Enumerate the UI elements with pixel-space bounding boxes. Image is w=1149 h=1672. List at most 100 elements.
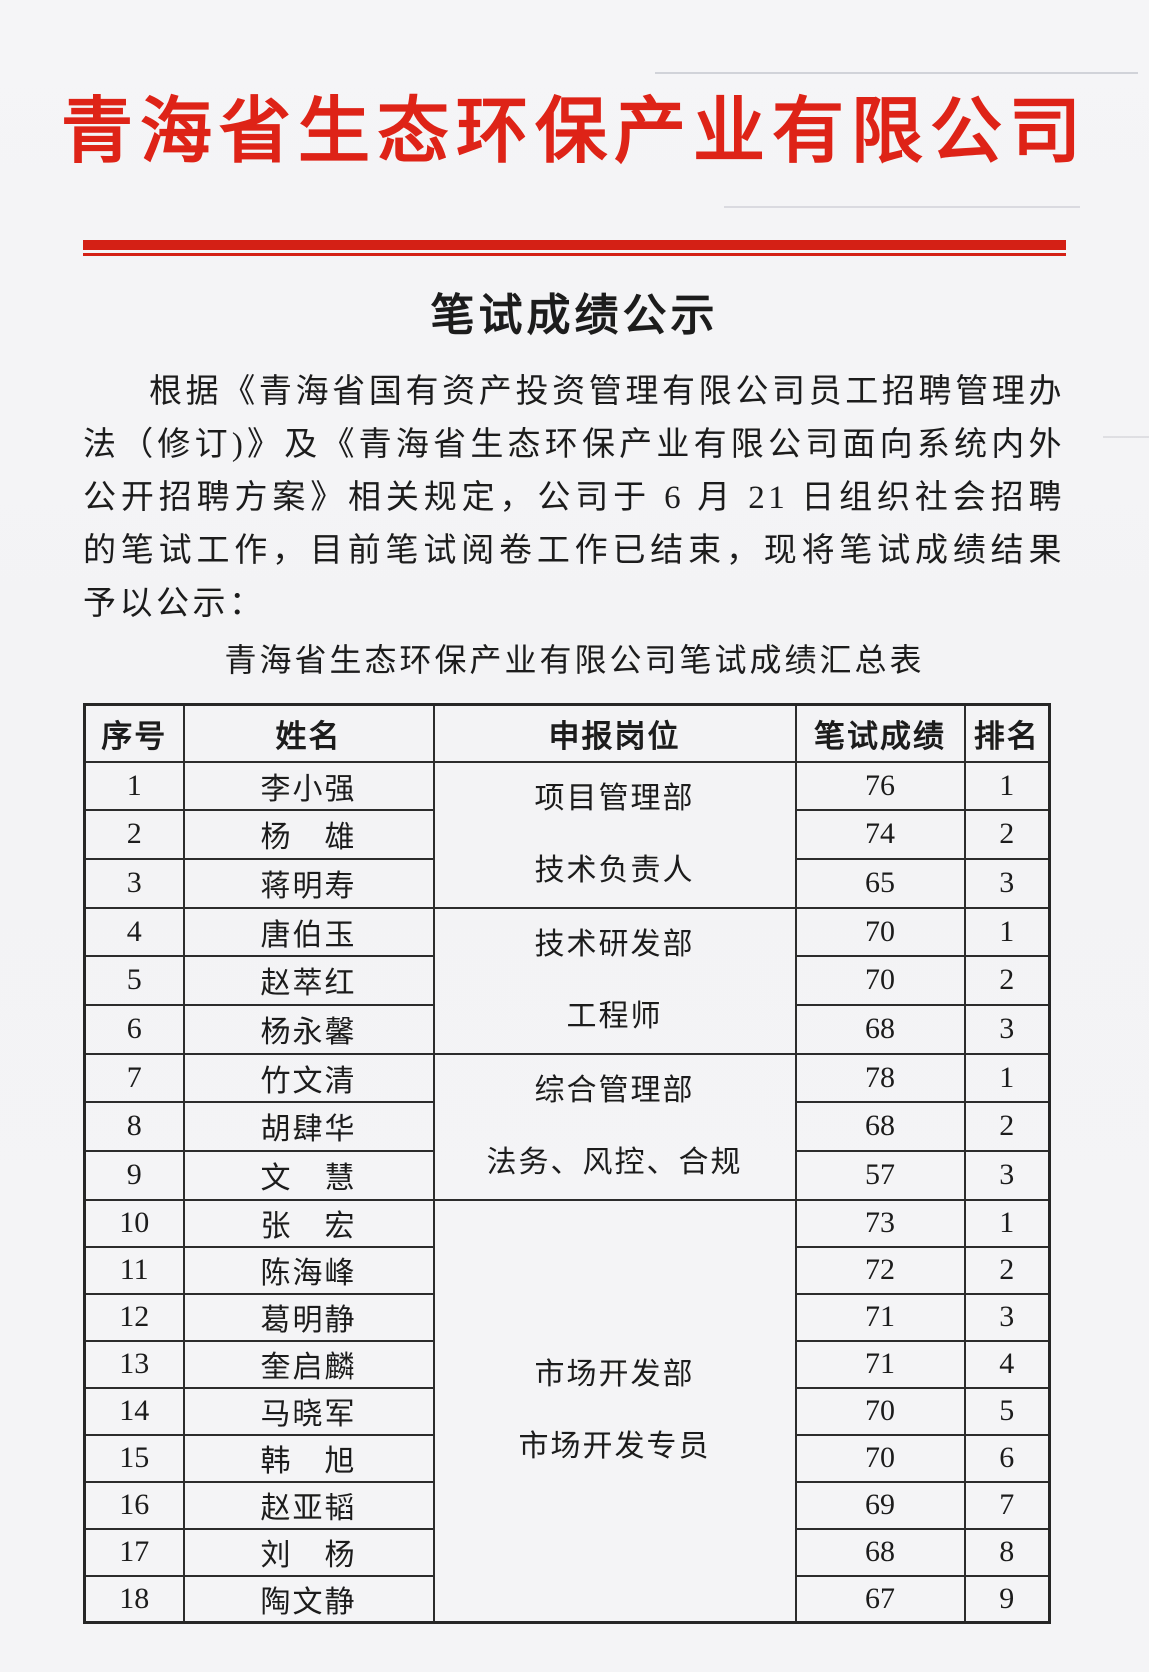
table-row: 9 文 慧 57 3 xyxy=(83,1149,1051,1201)
cell-no: 9 xyxy=(83,1149,185,1201)
document-title: 笔试成绩公示 xyxy=(430,291,719,340)
position-cell: 综合管理部 法务、风控、合规 xyxy=(432,1052,797,1201)
cell-no: 15 xyxy=(83,1433,185,1483)
cell-score: 74 xyxy=(794,809,966,860)
table-row: 5 赵萃红 70 2 xyxy=(83,955,1051,1006)
cell-no: 1 xyxy=(83,760,185,812)
cell-rank: 9 xyxy=(963,1574,1051,1624)
cell-name: 唐伯玉 xyxy=(182,906,435,958)
score-table: 序号 姓名 申报岗位 笔试成绩 排名 1 李小强 项目管理部 技术负责人 76 … xyxy=(83,703,1051,1624)
cell-score: 65 xyxy=(794,857,966,909)
cell-score: 78 xyxy=(794,1052,966,1104)
cell-score: 69 xyxy=(794,1480,966,1530)
cell-no: 2 xyxy=(83,809,185,860)
header-name: 姓名 xyxy=(182,703,435,763)
table-row: 18 陶文静 67 9 xyxy=(83,1574,1051,1624)
cell-score: 76 xyxy=(794,760,966,812)
cell-score: 72 xyxy=(794,1245,966,1295)
table-row: 15 韩 旭 70 6 xyxy=(83,1433,1051,1483)
cell-rank: 7 xyxy=(963,1480,1051,1530)
cell-rank: 2 xyxy=(963,1101,1051,1152)
cell-rank: 3 xyxy=(963,1292,1051,1342)
cell-no: 16 xyxy=(83,1480,185,1530)
scan-artifact xyxy=(1103,436,1149,438)
cell-no: 7 xyxy=(83,1052,185,1104)
cell-no: 5 xyxy=(83,955,185,1006)
cell-no: 6 xyxy=(83,1003,185,1055)
table-row: 11 陈海峰 72 2 xyxy=(83,1245,1051,1295)
cell-name: 竹文清 xyxy=(182,1052,435,1104)
table-row: 8 胡肆华 68 2 xyxy=(83,1101,1051,1152)
position-dept: 项目管理部 xyxy=(534,781,695,815)
cell-name: 陈海峰 xyxy=(182,1245,435,1295)
cell-name: 蒋明寿 xyxy=(182,857,435,909)
cell-name: 杨永馨 xyxy=(182,1003,435,1055)
position-role: 技术负责人 xyxy=(534,853,695,887)
cell-rank: 2 xyxy=(963,1245,1051,1295)
table-row: 14 马晓军 70 5 xyxy=(83,1386,1051,1436)
cell-score: 68 xyxy=(794,1101,966,1152)
cell-name: 文 慧 xyxy=(182,1149,435,1201)
cell-name: 韩 旭 xyxy=(182,1433,435,1483)
cell-rank: 1 xyxy=(963,906,1051,958)
cell-score: 70 xyxy=(794,906,966,958)
cell-rank: 2 xyxy=(963,809,1051,860)
cell-name: 李小强 xyxy=(182,760,435,812)
cell-rank: 3 xyxy=(963,1149,1051,1201)
cell-name: 陶文静 xyxy=(182,1574,435,1624)
cell-no: 17 xyxy=(83,1527,185,1577)
cell-rank: 4 xyxy=(963,1339,1051,1389)
table-caption: 青海省生态环保产业有限公司笔试成绩汇总表 xyxy=(224,642,925,678)
cell-name: 刘 杨 xyxy=(182,1527,435,1577)
position-dept: 市场开发部 xyxy=(534,1357,695,1391)
cell-score: 70 xyxy=(794,1386,966,1436)
table-row: 6 杨永馨 68 3 xyxy=(83,1003,1051,1055)
cell-score: 68 xyxy=(794,1003,966,1055)
position-dept: 综合管理部 xyxy=(534,1073,695,1107)
position-cell: 项目管理部 技术负责人 xyxy=(432,760,797,909)
cell-no: 4 xyxy=(83,906,185,958)
cell-name: 胡肆华 xyxy=(182,1101,435,1152)
cell-rank: 3 xyxy=(963,857,1051,909)
cell-no: 18 xyxy=(83,1574,185,1624)
scan-artifact xyxy=(654,72,1138,74)
cell-name: 赵萃红 xyxy=(182,955,435,1006)
table-row: 1 李小强 项目管理部 技术负责人 76 1 xyxy=(83,760,1051,909)
cell-name: 奎启麟 xyxy=(182,1339,435,1389)
cell-name: 杨 雄 xyxy=(182,809,435,860)
table-row: 16 赵亚韬 69 7 xyxy=(83,1480,1051,1530)
cell-rank: 8 xyxy=(963,1527,1051,1577)
cell-no: 14 xyxy=(83,1386,185,1436)
cell-score: 73 xyxy=(794,1198,966,1248)
cell-score: 68 xyxy=(794,1527,966,1577)
table-row: 7 竹文清 综合管理部 法务、风控、合规 78 1 xyxy=(83,1052,1051,1201)
divider-thick-line xyxy=(83,240,1066,250)
position-role: 市场开发专员 xyxy=(518,1429,711,1463)
position-role: 法务、风控、合规 xyxy=(486,1145,743,1179)
cell-rank: 6 xyxy=(963,1433,1051,1483)
table-row: 13 奎启麟 71 4 xyxy=(83,1339,1051,1389)
cell-no: 3 xyxy=(83,857,185,909)
position-cell: 市场开发部 市场开发专员 xyxy=(432,1198,797,1624)
cell-rank: 1 xyxy=(963,1052,1051,1104)
cell-score: 71 xyxy=(794,1292,966,1342)
cell-score: 71 xyxy=(794,1339,966,1389)
cell-rank: 1 xyxy=(963,1198,1051,1248)
position-dept: 技术研发部 xyxy=(534,927,695,961)
cell-rank: 2 xyxy=(963,955,1051,1006)
table-row: 2 杨 雄 74 2 xyxy=(83,809,1051,860)
cell-rank: 5 xyxy=(963,1386,1051,1436)
cell-name: 张 宏 xyxy=(182,1198,435,1248)
header-row: 序号 姓名 申报岗位 笔试成绩 排名 xyxy=(83,703,1051,763)
cell-name: 赵亚韬 xyxy=(182,1480,435,1530)
cell-no: 10 xyxy=(83,1198,185,1248)
scan-artifact xyxy=(723,206,1081,208)
header-divider xyxy=(83,240,1066,256)
cell-no: 12 xyxy=(83,1292,185,1342)
table-row: 17 刘 杨 68 8 xyxy=(83,1527,1051,1577)
table-header: 序号 姓名 申报岗位 笔试成绩 排名 xyxy=(83,703,1051,763)
cell-no: 8 xyxy=(83,1101,185,1152)
header-position: 申报岗位 xyxy=(432,703,797,763)
table-row: 10 张 宏 市场开发部 市场开发专员 73 1 xyxy=(83,1198,1051,1624)
